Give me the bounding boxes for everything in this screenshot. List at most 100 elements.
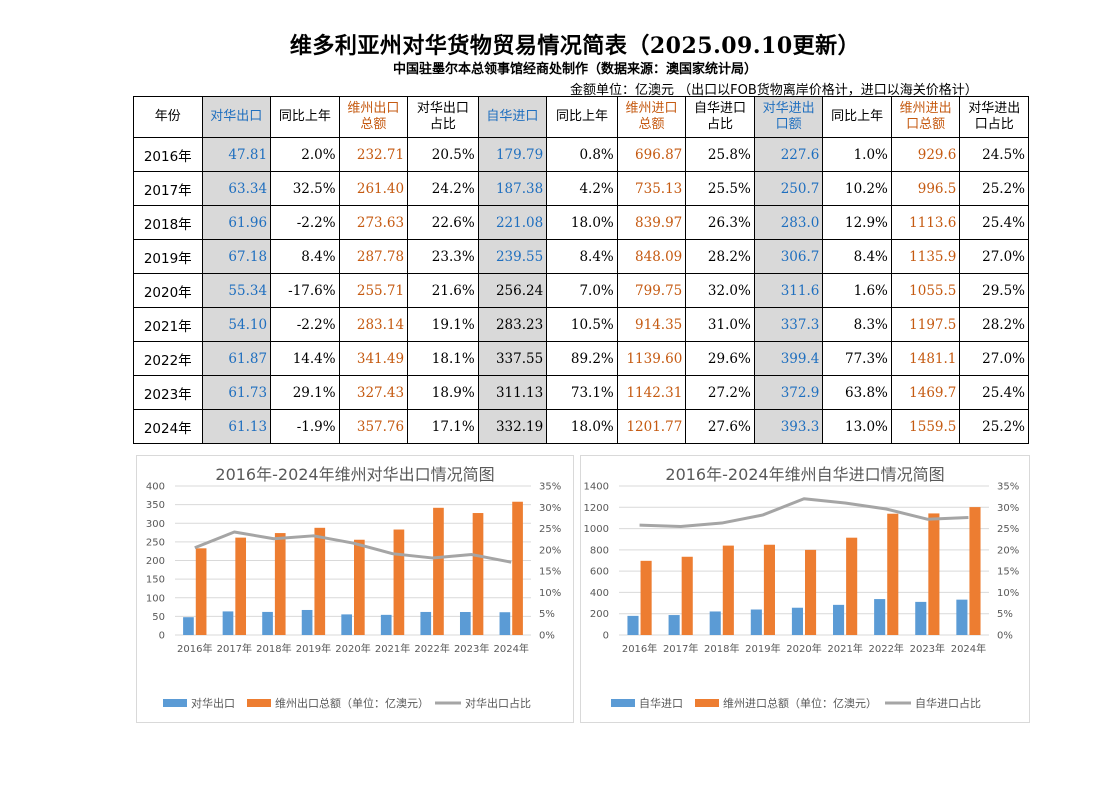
cell-export-total: 357.76 bbox=[338, 409, 409, 444]
legend-swatch-china bbox=[163, 699, 187, 707]
y-tick-label: 1200 bbox=[584, 503, 609, 514]
unit-note: 金额单位：亿澳元 （出口以FOB货物离岸价格计，进口以海关价格计） bbox=[570, 83, 978, 98]
cell-import-yoy: 0.8% bbox=[546, 137, 618, 172]
cell-import-share: 25.8% bbox=[685, 137, 755, 172]
x-tick-label: 2020年 bbox=[335, 642, 370, 655]
y-tick-label: 350 bbox=[146, 500, 165, 511]
bar-total bbox=[314, 527, 326, 635]
cell-trade-total: 929.6 bbox=[890, 137, 961, 172]
y2-tick-label: 0% bbox=[539, 631, 555, 642]
cell-import-total: 1201.77 bbox=[616, 409, 687, 444]
cell-export-yoy: 32.5% bbox=[270, 171, 340, 206]
table-row: 2022年 61.87 14.4% 341.49 18.1% 337.55 89.2% 113… bbox=[133, 341, 1029, 376]
bar-total bbox=[472, 513, 484, 635]
cell-year: 2017年 bbox=[133, 171, 203, 206]
table-header-row: 年份 对华出口 同比上年 维州出口总额 对华出口占比 自华进口 同比上年 维州进口总额 自华进口… bbox=[133, 96, 1029, 138]
table-row: 2016年 47.81 2.0% 232.71 20.5% 179.79 0.8% 696.8… bbox=[133, 137, 1029, 172]
cell-import-total: 914.35 bbox=[616, 307, 687, 342]
cell-export-share: 22.6% bbox=[407, 205, 479, 240]
cell-trade-total: 1055.5 bbox=[890, 273, 961, 308]
cell-trade-total: 996.5 bbox=[890, 171, 961, 206]
cell-import-china: 337.55 bbox=[477, 341, 548, 376]
cell-trade-yoy: 8.3% bbox=[822, 307, 892, 342]
cell-export-total: 273.63 bbox=[338, 205, 409, 240]
bar-china bbox=[791, 607, 803, 635]
bar-total bbox=[354, 539, 365, 635]
bar-total bbox=[640, 560, 652, 635]
cell-year: 2020年 bbox=[133, 273, 203, 308]
cell-year: 2022年 bbox=[133, 341, 203, 376]
x-tick-label: 2017年 bbox=[663, 642, 698, 655]
header-import-total: 维州进口总额 bbox=[616, 96, 687, 138]
header-export-share: 对华出口占比 bbox=[407, 96, 479, 138]
cell-export-yoy: 2.0% bbox=[270, 137, 340, 172]
x-tick-label: 2023年 bbox=[454, 642, 489, 655]
y-tick-label: 400 bbox=[590, 588, 609, 599]
cell-trade-share: 28.2% bbox=[959, 307, 1029, 342]
bar-china bbox=[709, 611, 721, 635]
bar-china bbox=[668, 615, 680, 635]
bar-china bbox=[874, 599, 886, 635]
cell-trade-china: 306.7 bbox=[753, 239, 824, 274]
bar-total bbox=[393, 529, 405, 635]
cell-trade-china: 311.6 bbox=[753, 273, 824, 308]
cell-import-china: 283.23 bbox=[477, 307, 548, 342]
cell-trade-china: 399.4 bbox=[753, 341, 824, 376]
header-trade-total: 维州进出口总额 bbox=[890, 96, 961, 138]
cell-import-china: 332.19 bbox=[477, 409, 548, 444]
y2-tick-label: 15% bbox=[997, 567, 1019, 578]
cell-trade-yoy: 1.0% bbox=[822, 137, 892, 172]
x-tick-label: 2019年 bbox=[745, 642, 780, 655]
chart-title: 2016年-2024年维州自华进口情况简图 bbox=[665, 465, 944, 484]
cell-import-share: 26.3% bbox=[685, 205, 755, 240]
bar-china bbox=[750, 609, 762, 635]
cell-export-china: 61.87 bbox=[201, 341, 272, 376]
bar-total bbox=[722, 545, 734, 635]
bar-china bbox=[301, 609, 313, 635]
header-export-yoy: 同比上年 bbox=[270, 96, 340, 138]
x-tick-label: 2021年 bbox=[375, 642, 410, 655]
cell-import-yoy: 10.5% bbox=[546, 307, 618, 342]
header-year: 年份 bbox=[133, 96, 203, 138]
cell-trade-share: 25.4% bbox=[959, 205, 1029, 240]
x-tick-label: 2018年 bbox=[256, 642, 291, 655]
y-tick-label: 300 bbox=[146, 519, 165, 530]
cell-export-china: 61.13 bbox=[201, 409, 272, 444]
page-title: 维多利亚州对华货物贸易情况简表（2025.09.10更新） bbox=[289, 33, 861, 59]
legend-label-share: 对华出口占比 bbox=[465, 696, 531, 710]
bar-china bbox=[341, 614, 352, 635]
cell-trade-total: 1197.5 bbox=[890, 307, 961, 342]
cell-export-total: 341.49 bbox=[338, 341, 409, 376]
legend-label-total: 维州出口总额（单位：亿澳元） bbox=[275, 696, 429, 710]
cell-trade-china: 372.9 bbox=[753, 375, 824, 410]
y-tick-label: 50 bbox=[152, 612, 165, 623]
cell-year: 2016年 bbox=[133, 137, 203, 172]
y-tick-label: 0 bbox=[603, 631, 609, 642]
y2-tick-label: 10% bbox=[997, 588, 1019, 599]
cell-year: 2023年 bbox=[133, 375, 203, 410]
cell-import-share: 32.0% bbox=[685, 273, 755, 308]
y-tick-label: 250 bbox=[146, 537, 165, 548]
bar-china bbox=[420, 611, 432, 635]
bar-china bbox=[915, 601, 927, 635]
table-row: 2019年 67.18 8.4% 287.78 23.3% 239.55 8.4% 848.0… bbox=[133, 239, 1029, 274]
x-tick-label: 2016年 bbox=[177, 642, 212, 655]
page-subtitle: 中国驻墨尔本总领事馆经商处制作（数据来源：澳国家统计局） bbox=[392, 62, 757, 77]
cell-trade-share: 27.0% bbox=[959, 341, 1029, 376]
cell-export-china: 63.34 bbox=[201, 171, 272, 206]
cell-trade-total: 1113.6 bbox=[890, 205, 961, 240]
legend-label-china: 对华出口 bbox=[191, 696, 235, 710]
import-chart: 2016年-2024年维州自华进口情况简图 0 200 400 600 800 1000 12… bbox=[580, 455, 1030, 723]
y2-tick-label: 0% bbox=[997, 631, 1013, 642]
x-tick-label: 2021年 bbox=[827, 642, 862, 655]
cell-import-yoy: 4.2% bbox=[546, 171, 618, 206]
cell-year: 2018年 bbox=[133, 205, 203, 240]
cell-export-total: 232.71 bbox=[338, 137, 409, 172]
y-tick-label: 1400 bbox=[584, 482, 609, 493]
bar-total bbox=[681, 556, 693, 635]
cell-trade-yoy: 1.6% bbox=[822, 273, 892, 308]
cell-import-total: 1139.60 bbox=[616, 341, 687, 376]
bar-total bbox=[805, 549, 817, 635]
table-row: 2023年 61.73 29.1% 327.43 18.9% 311.13 73.1% 114… bbox=[133, 375, 1029, 410]
cell-import-share: 25.5% bbox=[685, 171, 755, 206]
